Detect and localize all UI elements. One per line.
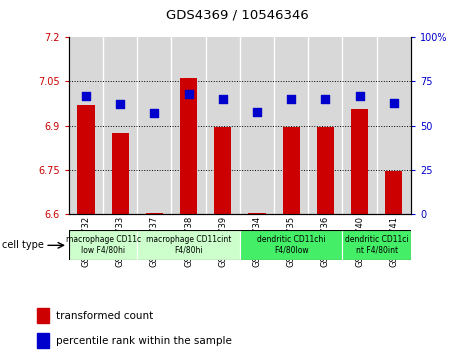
Text: dendritic CD11ci
nt F4/80int: dendritic CD11ci nt F4/80int <box>345 235 408 255</box>
Bar <box>137 230 240 260</box>
Text: percentile rank within the sample: percentile rank within the sample <box>56 336 232 346</box>
Bar <box>77 105 95 354</box>
Text: transformed count: transformed count <box>56 311 153 321</box>
Bar <box>146 213 163 354</box>
Bar <box>342 37 377 214</box>
Text: macrophage CD11cint
F4/80hi: macrophage CD11cint F4/80hi <box>146 235 231 255</box>
Point <box>151 110 158 116</box>
Bar <box>342 230 411 260</box>
Bar <box>248 213 266 354</box>
Bar <box>317 127 334 354</box>
Bar <box>377 37 411 214</box>
Point <box>219 96 227 102</box>
Text: macrophage CD11c
low F4/80hi: macrophage CD11c low F4/80hi <box>66 235 141 255</box>
Bar <box>206 37 240 214</box>
Point <box>390 100 398 105</box>
Bar <box>103 37 137 214</box>
Bar <box>69 37 103 214</box>
Point <box>82 93 90 98</box>
Bar <box>385 171 402 354</box>
Bar <box>112 133 129 354</box>
Bar <box>37 333 48 348</box>
Point <box>253 109 261 114</box>
Bar <box>180 79 197 354</box>
Text: dendritic CD11chi
F4/80low: dendritic CD11chi F4/80low <box>257 235 325 255</box>
Text: cell type: cell type <box>2 240 44 250</box>
Bar <box>240 37 274 214</box>
Point <box>287 96 295 102</box>
Point <box>356 93 363 98</box>
Bar <box>171 37 206 214</box>
Text: GDS4369 / 10546346: GDS4369 / 10546346 <box>166 9 309 22</box>
Bar <box>137 37 171 214</box>
Point <box>116 102 124 107</box>
Point <box>185 91 192 97</box>
Bar <box>240 230 342 260</box>
Point <box>322 96 329 102</box>
Bar <box>308 37 342 214</box>
Bar <box>37 308 48 323</box>
Bar <box>274 37 308 214</box>
Bar <box>214 127 231 354</box>
Bar <box>351 109 368 354</box>
Bar <box>283 127 300 354</box>
Bar <box>69 230 137 260</box>
